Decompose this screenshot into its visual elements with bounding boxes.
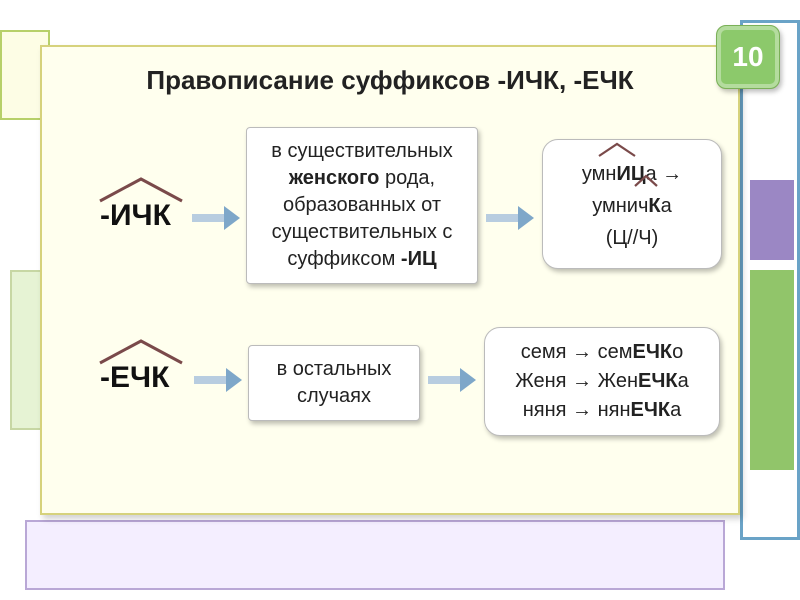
arrow-icon	[194, 365, 242, 395]
example-hl: К	[648, 195, 660, 217]
example-ichk-box: умнИЦа → умничКа (Ц//Ч)	[542, 139, 722, 269]
arrow-icon	[428, 365, 476, 395]
rule-text: в существительных	[271, 140, 452, 162]
example-text: а →	[645, 163, 682, 185]
example-hl: ЕЧК	[632, 341, 672, 363]
rule-text-bold: женского	[289, 167, 380, 189]
suffix-echk-label: -ЕЧК	[100, 361, 169, 395]
example-text: умнич	[592, 195, 648, 217]
example-text: Женя → Жен	[515, 370, 638, 392]
example-text: няня → нян	[523, 399, 631, 421]
example-hl: ИЦ	[616, 163, 645, 185]
example-hl: ЕЧК	[631, 399, 671, 421]
page-title: Правописание суффиксов -ИЧК, -ЕЧК	[42, 65, 738, 96]
arrow-icon	[192, 203, 240, 233]
deco-panel	[750, 180, 794, 260]
arrow-icon	[486, 203, 534, 233]
rule-ichk-box: в существительных женского рода, образов…	[246, 127, 478, 284]
deco-panel	[750, 270, 794, 470]
deco-panel	[25, 520, 725, 590]
example-hl: ЕЧК	[638, 370, 678, 392]
rule-echk-box: в остальных случаях	[248, 345, 420, 421]
example-text: а	[678, 370, 689, 392]
rule-text-bold: -ИЦ	[401, 248, 437, 270]
rule-text: в остальных случаях	[277, 358, 392, 407]
example-text: а	[670, 399, 681, 421]
example-text: умн	[582, 163, 617, 185]
page-number: 10	[732, 41, 763, 73]
example-echk-box: семя → семЕЧКо Женя → ЖенЕЧКа няня → нян…	[484, 327, 720, 436]
suffix-ichk-label: -ИЧК	[100, 199, 171, 233]
example-text: семя → сем	[521, 341, 633, 363]
example-text: а	[661, 195, 672, 217]
page-number-badge: 10	[716, 25, 780, 89]
example-text: о	[672, 341, 683, 363]
main-card: Правописание суффиксов -ИЧК, -ЕЧК -ИЧК в…	[40, 45, 740, 515]
example-text: (Ц//Ч)	[606, 227, 659, 249]
